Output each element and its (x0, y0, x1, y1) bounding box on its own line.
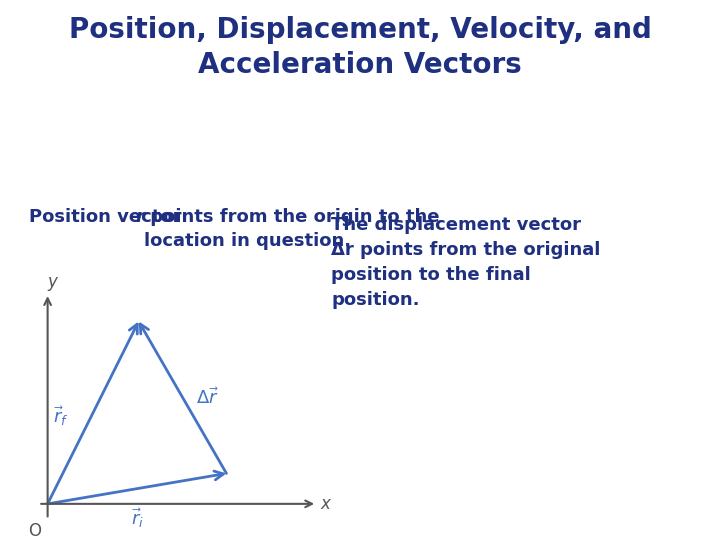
Text: y: y (48, 273, 58, 291)
Text: $\vec{r}_f$: $\vec{r}_f$ (53, 404, 69, 428)
Text: The displacement vector
Δr points from the original
position to the final
positi: The displacement vector Δr points from t… (331, 216, 600, 309)
Text: $\Delta\vec{r}$: $\Delta\vec{r}$ (196, 387, 219, 408)
Text: r: r (135, 208, 144, 226)
Text: Position, Displacement, Velocity, and
Acceleration Vectors: Position, Displacement, Velocity, and Ac… (68, 16, 652, 79)
Text: x: x (320, 495, 330, 513)
Text: $\vec{r}_i$: $\vec{r}_i$ (130, 507, 143, 530)
Text: points from the origin to the
location in question.: points from the origin to the location i… (144, 208, 439, 249)
Text: O: O (28, 522, 41, 539)
Text: Position vector: Position vector (29, 208, 187, 226)
